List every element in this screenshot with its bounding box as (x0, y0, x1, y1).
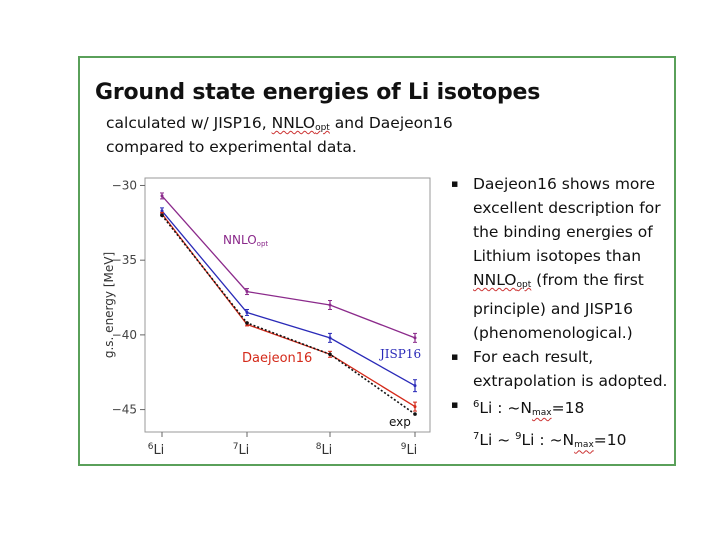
nmax-line2-sup2: 9 (515, 431, 522, 443)
data-point (413, 412, 417, 416)
series-label-daejeon16: Daejeon16 (242, 351, 312, 366)
chart-svg: −30 −35 −40 −45 6Li 7Li 8Li 9Li g.s. energy [MeV… (102, 177, 431, 458)
nmax-line2-text2: Li : ~N (521, 431, 575, 450)
slide-title: Ground state energies of Li isotopes (95, 80, 541, 105)
nmax-line2-sup1: 7 (473, 431, 480, 443)
data-point (160, 194, 164, 198)
y-tick-label: −40 (112, 328, 137, 342)
bullet-item-nmax: ▪ 6Li : ~Nmax=18 (451, 393, 673, 425)
nmax-line1-sup: 6 (473, 399, 480, 410)
subtitle-nnlo: NNLOopt (271, 114, 330, 133)
x-tick-label: 8Li (316, 442, 333, 458)
energy-chart: −30 −35 −40 −45 6Li 7Li 8Li 9Li g.s. energy [MeV… (100, 170, 440, 465)
nmax-line1-post: =18 (551, 399, 585, 418)
series-line-exp (161, 214, 416, 415)
nmax-line-2: 7Li ~ 9Li : ~Nmax=10 (451, 425, 673, 457)
bullet-list: ▪ Daejeon16 shows more excellent descrip… (451, 172, 673, 457)
y-tick-label: −45 (112, 403, 137, 417)
bullet-text-pre: Daejeon16 shows more excellent descripti… (473, 175, 661, 265)
nmax-line1-sub: max (531, 408, 552, 419)
y-tick-label: −35 (112, 253, 137, 267)
series-label-jisp16: JISP16 (378, 347, 421, 361)
data-point (328, 352, 332, 357)
nmax-line2-sub: max (574, 440, 594, 451)
data-point (245, 310, 249, 314)
series-label-exp: exp (389, 415, 411, 429)
subtitle-post: and Daejeon16 (329, 114, 453, 132)
bullet-item-extrapolation: ▪ For each result, extrapolation is adop… (451, 345, 673, 393)
bullet-marker: ▪ (451, 398, 459, 411)
y-tick-label: −30 (112, 178, 137, 192)
series-line-nnloopt (161, 195, 416, 339)
series-line-jisp16 (161, 210, 416, 387)
nmax-line1-text: Li : ~N (479, 399, 532, 418)
data-point (160, 209, 164, 213)
bullet-nnlo: NNLOopt (473, 271, 532, 290)
bullet-marker: ▪ (451, 350, 459, 363)
bullet-marker: ▪ (451, 177, 459, 190)
slide-frame (78, 56, 676, 466)
data-point (413, 384, 417, 388)
series-label-nnloopt: NNLOopt (223, 233, 268, 248)
y-axis-label: g.s. energy [MeV] (102, 252, 116, 358)
plot-frame (144, 177, 431, 433)
subtitle-pre: calculated w/ JISP16, (106, 114, 272, 132)
data-point (413, 405, 417, 409)
data-point (160, 213, 164, 218)
subtitle-nnlo-sub: opt (315, 123, 330, 133)
nmax-line2-text1: Li ~ (479, 431, 516, 450)
data-point (245, 290, 249, 294)
x-tick-label: 7Li (233, 442, 250, 458)
data-point (245, 321, 249, 325)
x-tick-label: 9Li (401, 442, 418, 458)
data-point (328, 336, 332, 340)
bullet-nnlo-base: NNLO (473, 271, 517, 289)
nmax-line2-post: =10 (593, 431, 627, 450)
subtitle-nnlo-base: NNLO (271, 114, 316, 132)
bullet-text-post: (from the first principle) and JISP16 (p… (473, 271, 644, 342)
subtitle-line-1: calculated w/ JISP16, NNLOopt and Daejeo… (106, 114, 453, 133)
bullet-item-daejeon: ▪ Daejeon16 shows more excellent descrip… (451, 172, 673, 345)
subtitle-line-2: compared to experimental data. (106, 138, 357, 156)
bullet-nnlo-sub: opt (516, 280, 532, 290)
x-tick-label: 6Li (148, 442, 165, 458)
data-point (413, 336, 417, 340)
series-line-daejeon16 (161, 213, 416, 408)
bullet-text: For each result, extrapolation is adopte… (473, 348, 668, 390)
data-point (328, 303, 332, 307)
